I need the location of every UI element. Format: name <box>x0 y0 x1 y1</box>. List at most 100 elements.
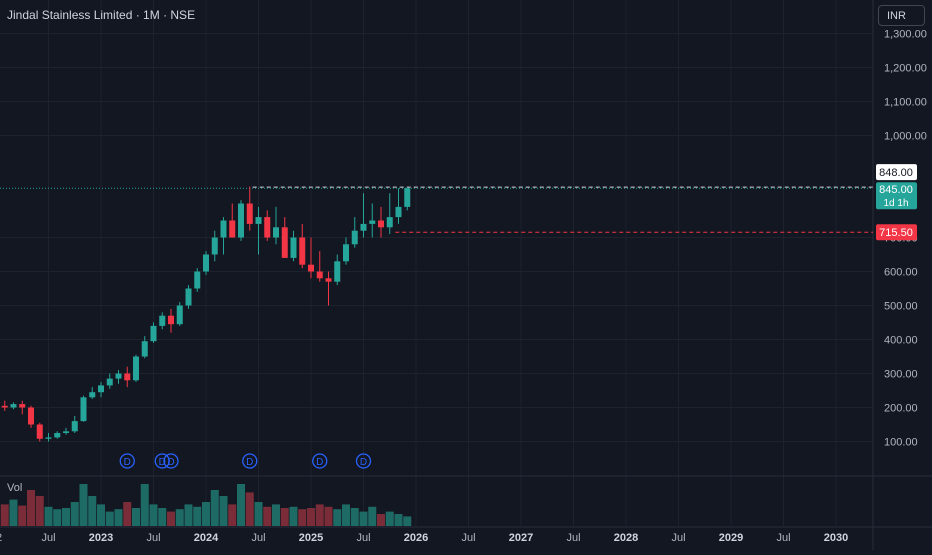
dividend-marker-label: D <box>246 457 253 468</box>
price-lines <box>0 186 873 233</box>
volume-bar <box>175 509 184 526</box>
price-axis[interactable]: 100.00200.00300.00400.00500.00600.00700.… <box>884 29 927 449</box>
time-tick-label: 2024 <box>194 532 219 544</box>
low-price-badge-label: 715.50 <box>879 227 913 239</box>
candle-body <box>281 227 288 258</box>
dividend-marker <box>312 453 328 469</box>
time-tick-label: Jul <box>356 532 370 544</box>
candle-body <box>273 227 279 238</box>
candle-body <box>89 392 96 398</box>
candle-body <box>369 220 376 224</box>
price-tick-label: 600.00 <box>884 267 918 279</box>
volume-bar <box>385 511 394 526</box>
volume-label: Vol <box>7 482 23 494</box>
volume-bar <box>9 499 18 526</box>
candle-body <box>194 271 201 289</box>
volume-bar <box>35 496 44 526</box>
dividend-marker <box>154 453 170 469</box>
candle-body <box>71 421 78 432</box>
candles <box>1 186 411 442</box>
time-tick-label: Jul <box>461 532 475 544</box>
volume-bar <box>228 504 237 526</box>
volume-bar <box>315 504 324 526</box>
symbol-title[interactable]: Jindal Stainless Limited · 1M · NSE <box>7 8 196 22</box>
candle-body <box>150 325 157 342</box>
candle-body <box>404 188 411 207</box>
price-tick-label: 500.00 <box>884 301 918 313</box>
candle-body <box>255 217 262 224</box>
time-tick-label: Jul <box>566 532 580 544</box>
volume-bar <box>324 506 333 526</box>
volume-bar <box>263 506 272 526</box>
price-badges: 848.00 845.00 1d 1h 715.50 <box>876 164 917 241</box>
time-tick-label: Jul <box>41 532 55 544</box>
countdown-label: 1d 1h <box>883 198 908 209</box>
time-tick-label: 2023 <box>89 532 113 544</box>
candle-body <box>124 373 131 381</box>
candle-body <box>159 315 166 326</box>
last-price-badge <box>876 182 917 210</box>
volume-bar <box>245 492 254 526</box>
candle-body <box>141 341 148 357</box>
volume-bars <box>0 484 412 526</box>
candle-body <box>36 424 43 439</box>
candle-body <box>316 271 323 279</box>
candle-body <box>220 220 227 238</box>
volume-bar <box>368 506 377 526</box>
volume-bar <box>307 508 315 526</box>
time-tick-label: 22 <box>0 532 2 544</box>
high-price-badge <box>876 164 917 181</box>
candle-body <box>246 203 253 224</box>
price-tick-label: 1,300.00 <box>884 29 927 41</box>
candle-body <box>63 431 69 433</box>
candle-body <box>1 405 8 408</box>
candle-body <box>115 373 122 379</box>
candle-body <box>45 437 52 439</box>
currency-button[interactable]: INR <box>878 5 925 26</box>
volume-bar <box>394 514 403 526</box>
candle-body <box>290 237 297 258</box>
price-tick-label: 100.00 <box>884 437 918 449</box>
volume-bar <box>88 496 97 526</box>
volume-bar <box>44 506 53 526</box>
candle-body <box>176 305 183 325</box>
price-tick-label: 400.00 <box>884 335 918 347</box>
time-tick-label: Jul <box>251 532 265 544</box>
time-tick-label: 2030 <box>824 532 848 544</box>
time-tick-label: Jul <box>776 532 790 544</box>
high-price-badge-label: 848.00 <box>879 167 913 179</box>
volume-bar <box>27 490 35 526</box>
candle-body <box>80 397 87 422</box>
candle-body <box>308 264 314 272</box>
time-tick-label: Jul <box>146 532 160 544</box>
volume-bar <box>79 484 88 526</box>
volume-bar <box>333 509 342 526</box>
volume-bar <box>202 502 210 526</box>
dividend-marker <box>119 453 135 469</box>
volume-bar <box>123 502 132 526</box>
volume-bar <box>149 504 158 526</box>
time-tick-label: Jul <box>671 532 685 544</box>
dividend-marker <box>163 453 179 469</box>
candle-body <box>360 223 367 231</box>
last-price-badge-label: 845.00 <box>879 184 913 196</box>
candle-body <box>185 288 192 306</box>
time-axis[interactable]: 22 Jul 2023 Jul 2024 Jul 2025 Jul 2026 Jul 2027 Jul… <box>0 532 848 544</box>
time-tick-label: 2027 <box>509 532 533 544</box>
time-tick-label: 2025 <box>299 532 323 544</box>
volume-bar <box>18 505 27 526</box>
candle-body <box>334 261 341 282</box>
volume-bar <box>70 502 79 526</box>
volume-bar <box>0 504 9 526</box>
volume-bar <box>193 506 202 526</box>
candle-body <box>54 433 61 438</box>
candle-body <box>325 278 332 282</box>
candle-body <box>264 217 271 238</box>
volume-bar <box>167 511 175 526</box>
candle-body <box>395 206 402 218</box>
dividend-marker-label: D <box>360 457 367 468</box>
price-tick-label: 1,000.00 <box>884 131 927 143</box>
